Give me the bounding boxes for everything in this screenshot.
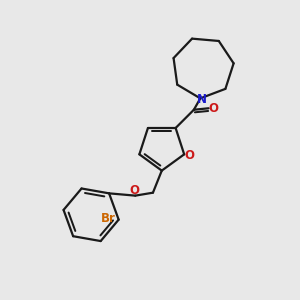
Text: O: O bbox=[184, 149, 194, 162]
Text: Br: Br bbox=[101, 212, 116, 225]
Text: N: N bbox=[197, 93, 207, 106]
Text: O: O bbox=[208, 102, 218, 115]
Text: O: O bbox=[130, 184, 140, 197]
